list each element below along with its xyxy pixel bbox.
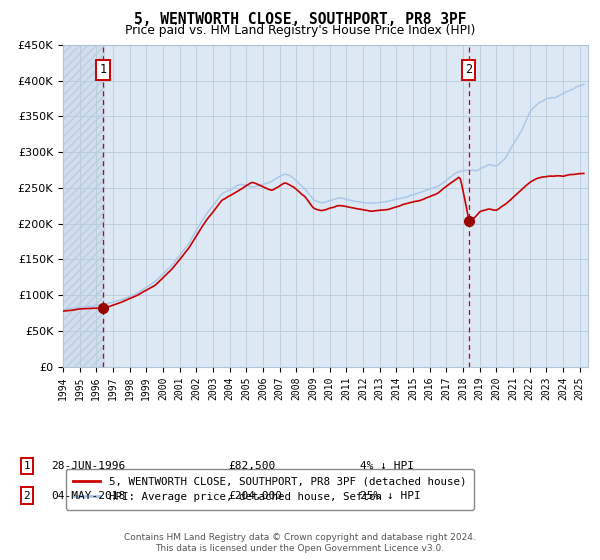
Text: Price paid vs. HM Land Registry's House Price Index (HPI): Price paid vs. HM Land Registry's House … — [125, 24, 475, 36]
Text: 2: 2 — [23, 491, 31, 501]
Bar — [63, 45, 104, 367]
Text: 1: 1 — [23, 461, 31, 471]
Text: 1: 1 — [100, 63, 107, 76]
Text: 2: 2 — [465, 63, 472, 76]
Text: £204,000: £204,000 — [228, 491, 282, 501]
Text: 25% ↓ HPI: 25% ↓ HPI — [360, 491, 421, 501]
Text: £82,500: £82,500 — [228, 461, 275, 471]
Text: 5, WENTWORTH CLOSE, SOUTHPORT, PR8 3PF: 5, WENTWORTH CLOSE, SOUTHPORT, PR8 3PF — [134, 12, 466, 27]
Text: 04-MAY-2018: 04-MAY-2018 — [51, 491, 125, 501]
Text: Contains HM Land Registry data © Crown copyright and database right 2024.
This d: Contains HM Land Registry data © Crown c… — [124, 533, 476, 553]
Text: 4% ↓ HPI: 4% ↓ HPI — [360, 461, 414, 471]
Text: 28-JUN-1996: 28-JUN-1996 — [51, 461, 125, 471]
Legend: 5, WENTWORTH CLOSE, SOUTHPORT, PR8 3PF (detached house), HPI: Average price, det: 5, WENTWORTH CLOSE, SOUTHPORT, PR8 3PF (… — [66, 469, 474, 510]
